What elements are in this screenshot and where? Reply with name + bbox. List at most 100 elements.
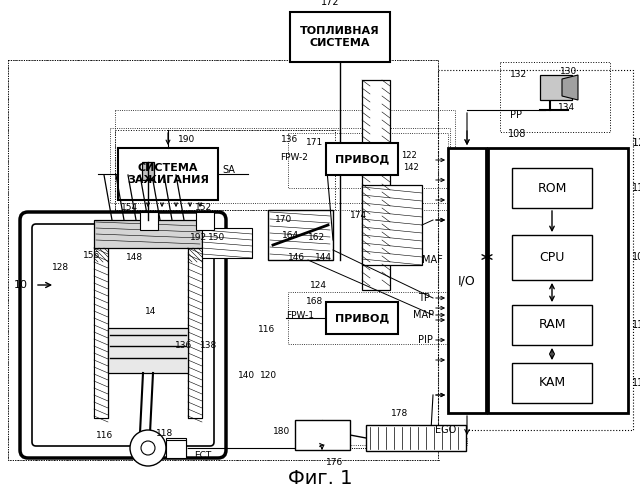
- Text: 144: 144: [315, 253, 332, 262]
- Text: EGO: EGO: [435, 425, 456, 435]
- Text: FPW-2: FPW-2: [280, 152, 308, 162]
- Bar: [290, 12, 390, 62]
- FancyBboxPatch shape: [20, 212, 226, 458]
- Text: 122: 122: [401, 151, 417, 160]
- Bar: [288, 292, 448, 344]
- Text: СИСТЕМА
ЗАЖИГАНИЯ: СИСТЕМА ЗАЖИГАНИЯ: [127, 163, 209, 185]
- Bar: [166, 438, 186, 458]
- Polygon shape: [562, 75, 578, 100]
- Text: Фиг. 1: Фиг. 1: [288, 468, 352, 488]
- Text: MAF: MAF: [422, 255, 443, 265]
- Text: 120: 120: [260, 371, 277, 380]
- Text: 136: 136: [282, 136, 299, 144]
- Bar: [512, 363, 592, 403]
- Text: 116: 116: [258, 325, 275, 334]
- Text: ПРИВОД: ПРИВОД: [335, 313, 389, 323]
- Text: ECT: ECT: [194, 452, 211, 460]
- Text: 156: 156: [83, 250, 100, 259]
- Bar: [268, 210, 333, 260]
- Text: 162: 162: [308, 234, 325, 243]
- Text: 124: 124: [310, 281, 327, 289]
- Bar: [94, 248, 108, 418]
- Text: I/O: I/O: [458, 274, 476, 287]
- Bar: [540, 75, 572, 100]
- Bar: [448, 148, 486, 413]
- Text: 116: 116: [96, 431, 113, 441]
- Bar: [142, 162, 154, 180]
- Text: 136: 136: [175, 341, 192, 350]
- Text: 174: 174: [350, 211, 367, 219]
- Bar: [196, 212, 214, 230]
- Text: 164: 164: [282, 231, 299, 240]
- Text: PP: PP: [510, 110, 522, 120]
- Circle shape: [130, 430, 166, 466]
- Text: 106: 106: [632, 252, 640, 262]
- Text: ТОПЛИВНАЯ
СИСТЕМА: ТОПЛИВНАЯ СИСТЕМА: [300, 26, 380, 48]
- Text: MAP: MAP: [413, 310, 434, 320]
- Text: FPW-1: FPW-1: [286, 312, 314, 320]
- Bar: [94, 248, 108, 418]
- Text: ПРИВОД: ПРИВОД: [335, 154, 389, 164]
- Text: ROM: ROM: [538, 181, 566, 195]
- Text: 192: 192: [190, 234, 207, 243]
- Text: 132: 132: [510, 70, 527, 79]
- Text: CPU: CPU: [540, 251, 564, 264]
- Bar: [140, 212, 158, 230]
- Bar: [326, 143, 398, 175]
- Text: 171: 171: [306, 138, 323, 147]
- Bar: [362, 185, 422, 265]
- Text: 178: 178: [392, 409, 408, 418]
- Text: 138: 138: [200, 341, 217, 350]
- Text: 152: 152: [195, 203, 212, 211]
- Text: 142: 142: [403, 163, 419, 172]
- Text: 114: 114: [632, 378, 640, 388]
- Bar: [94, 220, 202, 248]
- Text: 154: 154: [121, 204, 138, 212]
- Bar: [366, 425, 466, 451]
- Text: 190: 190: [178, 136, 195, 144]
- Text: 128: 128: [52, 263, 69, 273]
- Text: 10: 10: [14, 280, 28, 290]
- Text: 14: 14: [145, 308, 156, 317]
- Bar: [288, 133, 448, 188]
- Text: KAM: KAM: [538, 377, 566, 389]
- Bar: [295, 420, 350, 450]
- Text: 170: 170: [275, 215, 292, 224]
- Text: RAM: RAM: [538, 318, 566, 331]
- Text: 134: 134: [558, 103, 575, 112]
- Bar: [188, 248, 202, 418]
- Text: 176: 176: [326, 458, 344, 467]
- Text: 12: 12: [632, 138, 640, 148]
- Bar: [118, 148, 218, 200]
- Text: 118: 118: [156, 428, 173, 437]
- Text: 172: 172: [321, 0, 339, 7]
- Text: SA: SA: [222, 165, 235, 175]
- Text: 140: 140: [238, 371, 255, 380]
- Text: 180: 180: [273, 427, 291, 436]
- Text: 112: 112: [632, 320, 640, 330]
- Bar: [115, 110, 455, 210]
- Bar: [512, 168, 592, 208]
- Bar: [188, 248, 202, 418]
- Bar: [438, 70, 633, 430]
- Bar: [488, 148, 628, 413]
- Bar: [108, 328, 188, 373]
- Bar: [110, 128, 450, 203]
- Bar: [166, 440, 186, 458]
- Bar: [512, 235, 592, 280]
- Bar: [326, 302, 398, 334]
- Text: 110: 110: [632, 183, 640, 193]
- Bar: [512, 305, 592, 345]
- Bar: [8, 60, 438, 460]
- Text: 150: 150: [208, 234, 225, 243]
- Text: 146: 146: [288, 253, 305, 262]
- Bar: [362, 80, 390, 290]
- Text: 108: 108: [508, 129, 526, 139]
- Text: 168: 168: [306, 297, 323, 306]
- Bar: [115, 130, 335, 210]
- Text: PIP: PIP: [418, 335, 433, 345]
- Bar: [202, 228, 252, 258]
- Text: 148: 148: [126, 253, 143, 262]
- Bar: [500, 62, 610, 132]
- Text: 130: 130: [560, 67, 577, 76]
